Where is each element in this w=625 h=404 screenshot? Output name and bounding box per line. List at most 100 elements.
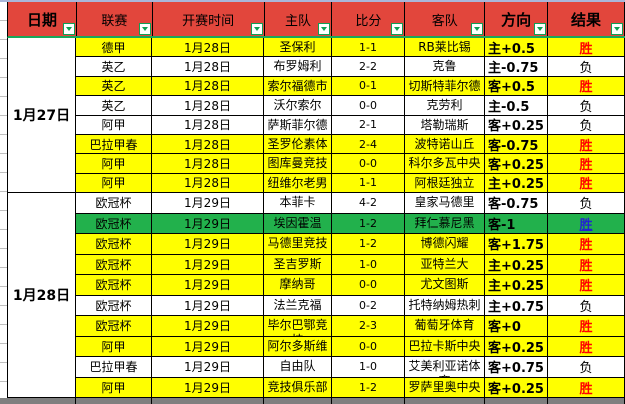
cell-score[interactable]: 1-1 <box>332 173 405 193</box>
cell-direction[interactable]: 主-0.75 <box>485 57 548 77</box>
cell-result[interactable]: 胜 <box>548 275 625 296</box>
cell-score[interactable]: 0-1 <box>332 76 405 97</box>
cell-league[interactable]: 英乙 <box>76 76 152 97</box>
cell-away[interactable]: 巴拉卡斯中央 <box>405 336 485 357</box>
cell-home[interactable]: 自由队 <box>264 357 332 378</box>
cell-direction[interactable]: 客-0.75 <box>485 134 548 155</box>
cell-direction[interactable]: 客+0.25 <box>485 115 548 135</box>
cell-home[interactable]: 摩纳哥 <box>264 275 332 296</box>
cell-time[interactable]: 1月29日 <box>152 357 264 378</box>
cell-away[interactable]: 克劳利 <box>405 96 485 116</box>
cell-time[interactable]: 1月28日 <box>152 38 264 58</box>
cell-time[interactable]: 1月28日 <box>152 173 264 193</box>
cell-result[interactable]: 胜 <box>548 316 625 337</box>
cell-time[interactable]: 1月29日 <box>152 213 264 234</box>
cell-result[interactable]: 胜 <box>548 38 625 58</box>
cell-away[interactable]: RB莱比锡 <box>405 38 485 58</box>
cell-direction[interactable]: 客-0.75 <box>485 193 548 214</box>
cell-result[interactable]: 胜 <box>548 336 625 357</box>
cell-time[interactable]: 1月29日 <box>152 377 264 398</box>
cell-home[interactable]: 本菲卡 <box>264 193 332 214</box>
cell-time[interactable]: 1月29日 <box>152 234 264 255</box>
cell-away[interactable]: 亚特兰大 <box>405 254 485 275</box>
cell-score[interactable]: 0-2 <box>332 295 405 316</box>
cell-direction[interactable]: 客+0.25 <box>485 154 548 174</box>
cell-away[interactable]: 艾美利亚诺体育 <box>405 357 485 378</box>
cell-home[interactable]: 阿尔多斯维 <box>264 336 332 357</box>
cell-league[interactable]: 阿甲 <box>76 154 152 174</box>
cell-score[interactable]: 1-0 <box>332 254 405 275</box>
cell-away[interactable]: 波特诺山丘 <box>405 134 485 155</box>
cell-result[interactable]: 负 <box>548 115 625 135</box>
cell-direction[interactable]: 主+0.75 <box>485 295 548 316</box>
cell-direction[interactable]: 客+0.75 <box>485 357 548 378</box>
cell-home[interactable]: 圣吉罗斯 <box>264 254 332 275</box>
cell-away[interactable]: 尤文图斯 <box>405 275 485 296</box>
cell-time[interactable]: 1月28日 <box>152 134 264 155</box>
cell-away[interactable]: 塔勒瑞斯 <box>405 115 485 135</box>
cell-direction[interactable]: 客+0.25 <box>485 377 548 398</box>
cell-home[interactable]: 沃尔索尔 <box>264 96 332 116</box>
cell-result[interactable]: 负 <box>548 357 625 378</box>
cell-home[interactable]: 竞技俱乐部 <box>264 377 332 398</box>
cell-score[interactable]: 0-0 <box>332 154 405 174</box>
cell-home[interactable]: 法兰克福 <box>264 295 332 316</box>
cell-result[interactable]: 胜 <box>548 173 625 193</box>
cell-result[interactable]: 负 <box>548 193 625 214</box>
cell-time[interactable]: 1月29日 <box>152 316 264 337</box>
cell-league[interactable]: 阿甲 <box>76 377 152 398</box>
cell-score[interactable]: 2-3 <box>332 316 405 337</box>
cell-direction[interactable]: 主+0.25 <box>485 254 548 275</box>
cell-time[interactable]: 1月29日 <box>152 295 264 316</box>
cell-league[interactable]: 英乙 <box>76 57 152 77</box>
cell-score[interactable]: 0-0 <box>332 336 405 357</box>
cell-league[interactable]: 英乙 <box>76 96 152 116</box>
date-cell[interactable]: 1月27日 <box>7 38 76 193</box>
cell-result[interactable]: 负 <box>548 96 625 116</box>
cell-away[interactable]: 罗萨里奥中央 <box>405 377 485 398</box>
cell-time[interactable]: 1月28日 <box>152 96 264 116</box>
cell-league[interactable]: 欧冠杯 <box>76 254 152 275</box>
cell-home[interactable]: 毕尔巴鄂竞技 <box>264 316 332 337</box>
cell-direction[interactable]: 客+0.5 <box>485 76 548 97</box>
filter-dropdown-icon[interactable] <box>62 23 75 35</box>
cell-away[interactable]: 葡萄牙体育 <box>405 316 485 337</box>
cell-league[interactable]: 德甲 <box>76 38 152 58</box>
cell-score[interactable]: 1-2 <box>332 377 405 398</box>
cell-score[interactable]: 1-1 <box>332 38 405 58</box>
cell-home[interactable]: 埃因霍温 <box>264 213 332 234</box>
cell-away[interactable]: 皇家马德里 <box>405 193 485 214</box>
cell-league[interactable]: 欧冠杯 <box>76 275 152 296</box>
cell-direction[interactable]: 客+0 <box>485 316 548 337</box>
cell-league[interactable]: 巴拉甲春 <box>76 357 152 378</box>
cell-league[interactable]: 巴拉甲春 <box>76 134 152 155</box>
cell-home[interactable]: 圣罗伦素体育 <box>264 134 332 155</box>
cell-league[interactable]: 欧冠杯 <box>76 193 152 214</box>
cell-away[interactable]: 拜仁慕尼黑 <box>405 213 485 234</box>
cell-result[interactable]: 胜 <box>548 254 625 275</box>
cell-score[interactable]: 1-2 <box>332 213 405 234</box>
cell-result[interactable]: 胜 <box>548 377 625 398</box>
cell-league[interactable]: 阿甲 <box>76 115 152 135</box>
filter-dropdown-icon[interactable] <box>250 23 263 35</box>
cell-direction[interactable]: 主+0.25 <box>485 275 548 296</box>
cell-time[interactable]: 1月29日 <box>152 336 264 357</box>
cell-away[interactable]: 阿根廷独立 <box>405 173 485 193</box>
cell-result[interactable]: 胜 <box>548 234 625 255</box>
cell-result[interactable]: 胜 <box>548 134 625 155</box>
cell-league[interactable]: 欧冠杯 <box>76 295 152 316</box>
cell-league[interactable]: 欧冠杯 <box>76 234 152 255</box>
cell-direction[interactable]: 主-0.5 <box>485 96 548 116</box>
filter-dropdown-icon[interactable] <box>610 23 623 35</box>
filter-dropdown-icon[interactable] <box>391 23 404 35</box>
cell-league[interactable]: 阿甲 <box>76 173 152 193</box>
cell-league[interactable]: 欧冠杯 <box>76 213 152 234</box>
cell-score[interactable]: 2-1 <box>332 115 405 135</box>
cell-league[interactable]: 阿甲 <box>76 336 152 357</box>
cell-time[interactable]: 1月28日 <box>152 76 264 97</box>
cell-home[interactable]: 布罗姆利 <box>264 57 332 77</box>
cell-time[interactable]: 1月29日 <box>152 193 264 214</box>
cell-home[interactable]: 圣保利 <box>264 38 332 58</box>
cell-direction[interactable]: 主+0.5 <box>485 38 548 58</box>
cell-score[interactable]: 4-2 <box>332 193 405 214</box>
